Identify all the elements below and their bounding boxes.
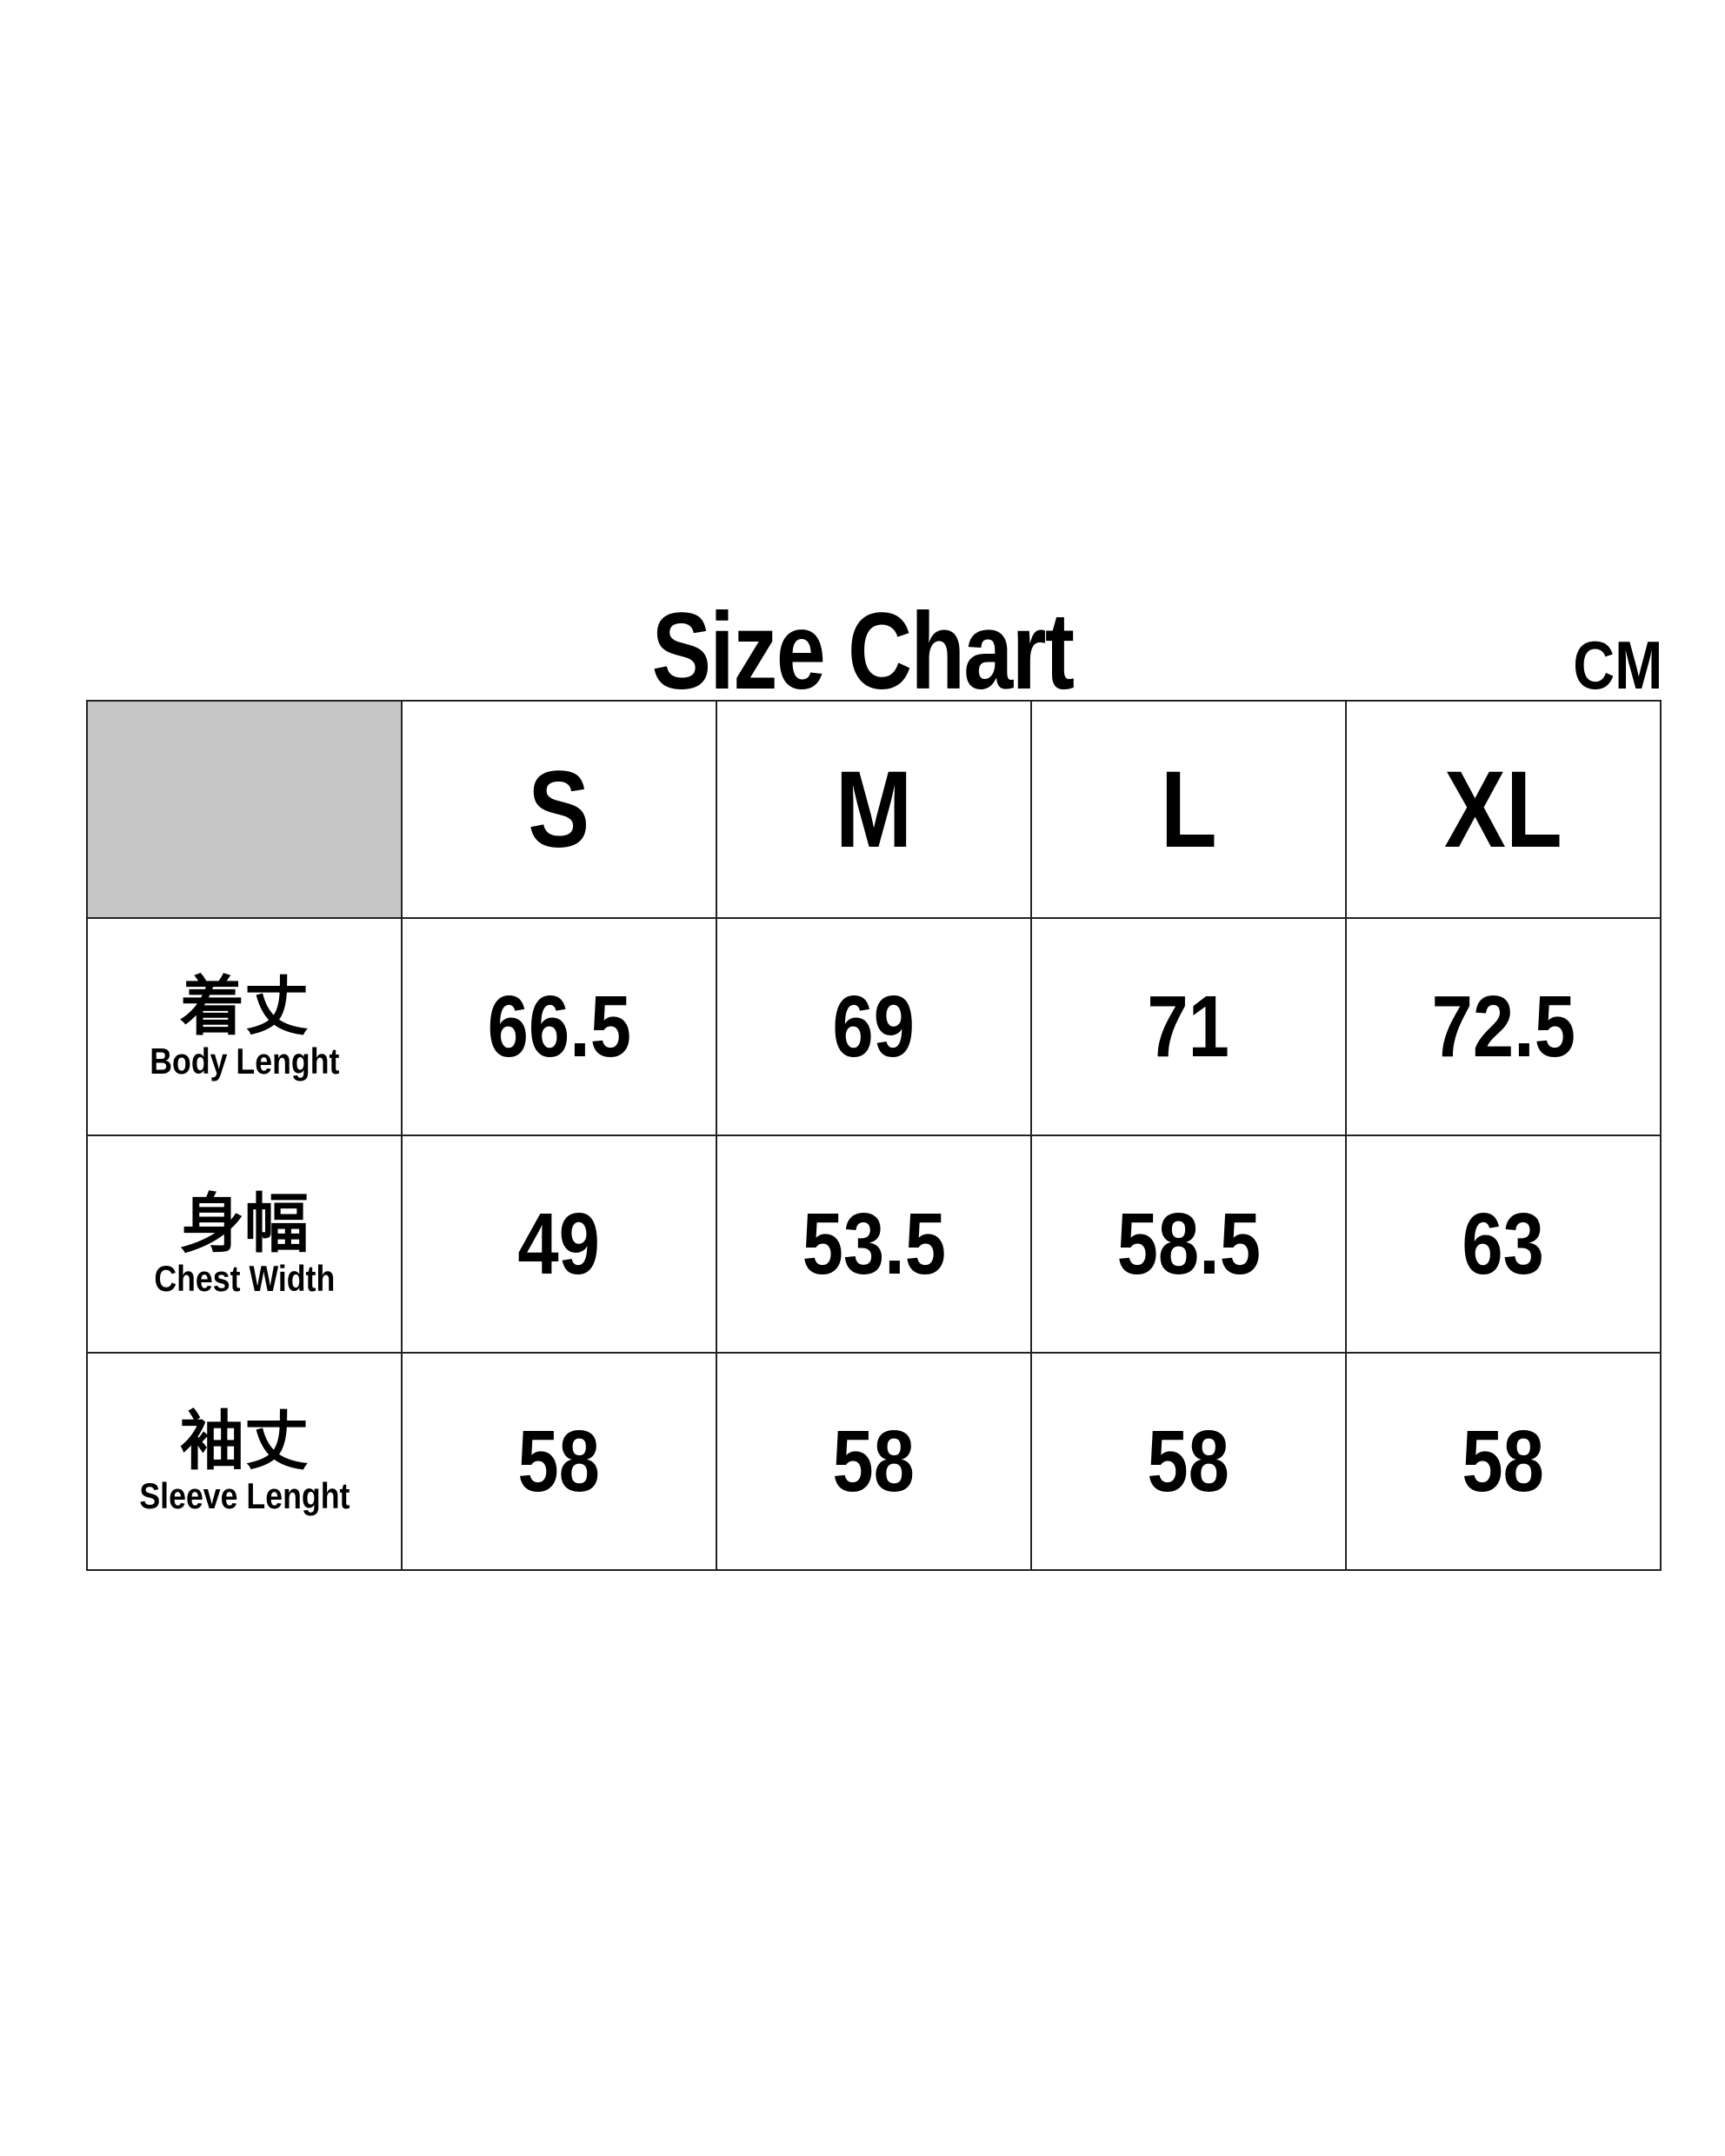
row-label-cell: 着丈 Body Lenght [86,917,403,1136]
value: 58 [517,1412,601,1510]
row-label-jp: 身幅 [180,1187,309,1261]
table-row: 着丈 Body Lenght 66.5 69 71 72.5 [86,917,1662,1136]
value: 58.5 [1116,1194,1261,1293]
row-label-cell: 身幅 Chest Width [86,1135,403,1354]
row-label-jp: 着丈 [180,969,309,1044]
header-cell: S [401,700,717,919]
value-cell: 58 [1030,1352,1347,1571]
value: 53.5 [802,1194,946,1293]
header-cell: XL [1345,700,1662,919]
value: 63 [1462,1194,1545,1293]
value-cell: 58 [401,1352,717,1571]
header-row: S M L XL [86,700,1662,919]
value: 49 [517,1194,601,1293]
value-cell: 58.5 [1030,1135,1347,1354]
corner-cell [86,700,403,919]
value: 58 [1147,1412,1230,1510]
value: 66.5 [487,977,631,1075]
unit-label: CM [1572,627,1662,703]
table-row: 袖丈 Sleeve Lenght 58 58 58 58 [86,1352,1662,1571]
size-label: L [1160,749,1217,870]
value-cell: 53.5 [716,1135,1032,1354]
size-label: S [528,749,590,870]
value-cell: 69 [716,917,1032,1136]
size-table: S M L XL 着丈 Body Lenght 66.5 69 71 72.5 身… [86,700,1662,1571]
value-cell: 49 [401,1135,717,1354]
row-label-en: Chest Width [154,1258,335,1299]
row-label-jp: 袖丈 [180,1404,309,1479]
size-label: XL [1444,749,1562,870]
value-cell: 58 [716,1352,1032,1571]
value: 58 [1462,1412,1545,1510]
value-cell: 66.5 [401,917,717,1136]
value-cell: 71 [1030,917,1347,1136]
value-cell: 63 [1345,1135,1662,1354]
value: 71 [1147,977,1230,1075]
value: 72.5 [1431,977,1575,1075]
header-cell: L [1030,700,1347,919]
value-cell: 58 [1345,1352,1662,1571]
row-label-en: Body Lenght [149,1041,340,1081]
size-label: M [835,749,913,870]
value: 58 [832,1412,916,1510]
chart-title: Size Chart [651,591,1075,712]
row-label-cell: 袖丈 Sleeve Lenght [86,1352,403,1571]
value-cell: 72.5 [1345,917,1662,1136]
header-cell: M [716,700,1032,919]
value: 69 [832,977,916,1075]
row-label-en: Sleeve Lenght [138,1475,350,1516]
table-row: 身幅 Chest Width 49 53.5 58.5 63 [86,1135,1662,1354]
